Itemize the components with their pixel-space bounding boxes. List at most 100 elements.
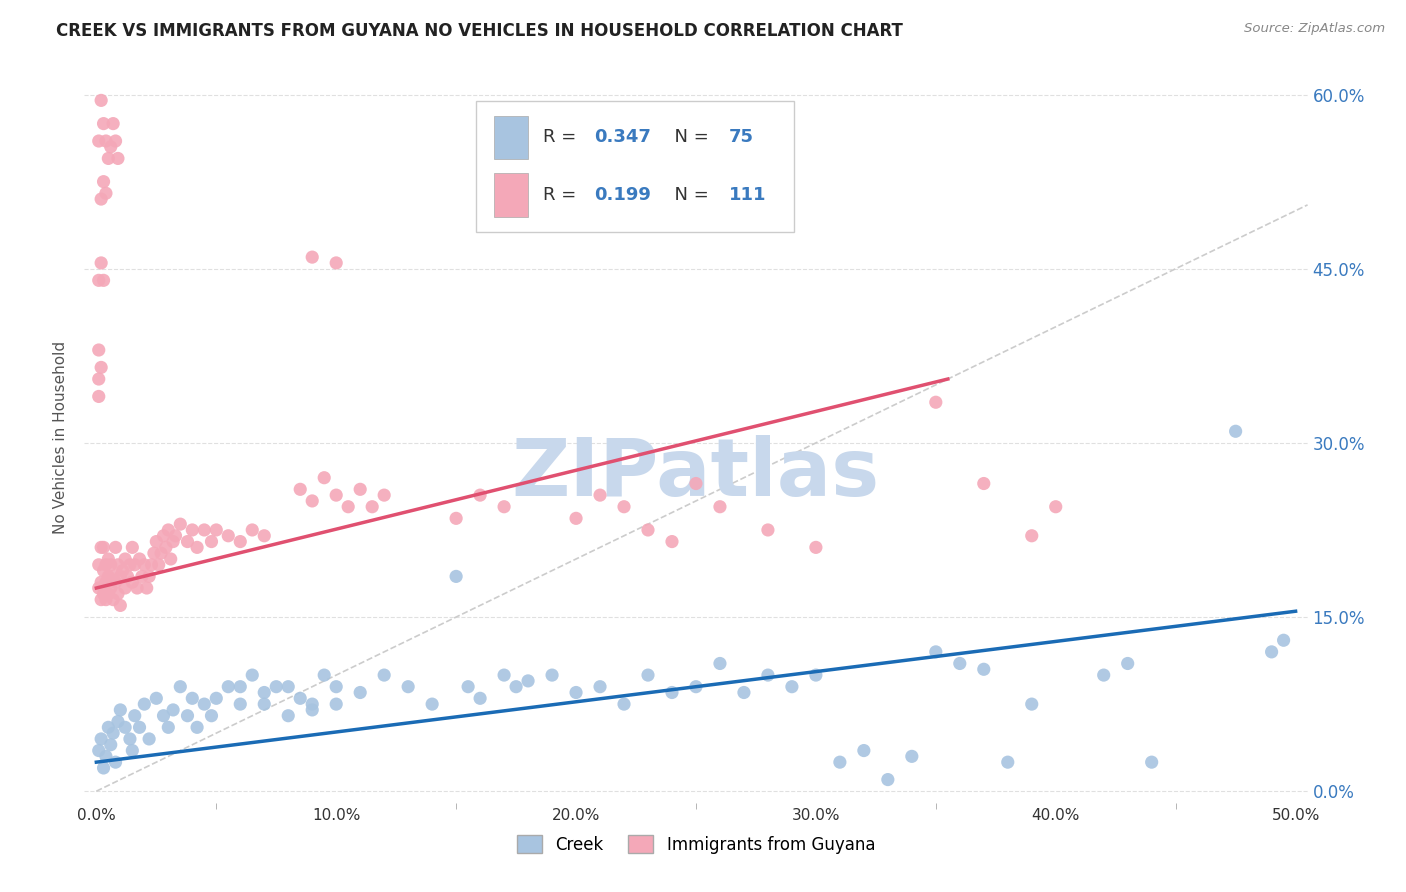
Point <box>114 552 136 566</box>
Point <box>134 697 156 711</box>
Point <box>925 395 948 409</box>
Point <box>193 523 215 537</box>
Point <box>145 534 167 549</box>
Point <box>90 192 112 206</box>
FancyBboxPatch shape <box>494 173 529 218</box>
Point <box>325 488 347 502</box>
Point <box>1021 529 1043 543</box>
Point <box>444 511 467 525</box>
Point <box>217 680 239 694</box>
Text: 0.347: 0.347 <box>595 128 651 146</box>
Point <box>121 575 143 590</box>
Point <box>117 569 139 583</box>
Point <box>121 743 143 757</box>
Point <box>101 592 124 607</box>
FancyBboxPatch shape <box>494 116 529 160</box>
Point <box>93 175 115 189</box>
Point <box>162 703 184 717</box>
Point <box>87 581 110 595</box>
Point <box>733 685 755 699</box>
Point <box>142 546 165 560</box>
Point <box>110 569 132 583</box>
Point <box>637 668 659 682</box>
Point <box>90 256 112 270</box>
Point <box>150 546 173 560</box>
Point <box>90 592 112 607</box>
Point <box>325 680 347 694</box>
Point <box>517 673 540 688</box>
Point <box>138 569 160 583</box>
Point <box>87 743 110 757</box>
Point <box>104 134 127 148</box>
Point <box>93 541 115 555</box>
Point <box>101 569 124 583</box>
Point <box>949 657 972 671</box>
Point <box>205 523 228 537</box>
Point <box>457 680 479 694</box>
Point <box>100 558 122 572</box>
Point <box>138 731 160 746</box>
Point <box>157 720 180 734</box>
Point <box>373 488 395 502</box>
Text: 75: 75 <box>728 128 754 146</box>
Point <box>852 743 875 757</box>
Point <box>290 691 312 706</box>
Point <box>709 500 731 514</box>
Point <box>661 685 683 699</box>
Point <box>93 117 115 131</box>
Point <box>87 273 110 287</box>
Point <box>145 691 167 706</box>
Point <box>110 703 132 717</box>
Point <box>107 152 129 166</box>
Point <box>110 599 132 613</box>
Point <box>104 541 127 555</box>
Point <box>94 749 117 764</box>
Point <box>1116 657 1139 671</box>
Text: 0.199: 0.199 <box>595 186 651 204</box>
Point <box>181 523 204 537</box>
Point <box>1272 633 1295 648</box>
Point <box>709 657 731 671</box>
Point <box>229 680 252 694</box>
Point <box>118 558 141 572</box>
Point <box>314 668 336 682</box>
Text: N =: N = <box>664 186 714 204</box>
Point <box>277 708 299 723</box>
Point <box>290 483 312 497</box>
Point <box>159 552 181 566</box>
Point <box>253 697 276 711</box>
Point <box>200 708 222 723</box>
Point <box>301 494 323 508</box>
Point <box>100 581 122 595</box>
Point <box>100 140 122 154</box>
Point <box>804 541 827 555</box>
Point <box>505 680 527 694</box>
Point <box>301 697 323 711</box>
Point <box>90 575 112 590</box>
Point <box>494 500 516 514</box>
Point <box>114 720 136 734</box>
Point <box>468 488 491 502</box>
Point <box>901 749 924 764</box>
Point <box>90 541 112 555</box>
Point <box>756 668 779 682</box>
Y-axis label: No Vehicles in Household: No Vehicles in Household <box>53 341 69 533</box>
Point <box>565 511 588 525</box>
Point <box>94 186 117 201</box>
Point <box>589 488 612 502</box>
Point <box>193 697 215 711</box>
Point <box>128 720 150 734</box>
Point <box>101 726 124 740</box>
Point <box>94 592 117 607</box>
Point <box>131 569 153 583</box>
Point <box>325 697 347 711</box>
Point <box>97 569 120 583</box>
Point <box>997 755 1019 769</box>
Point <box>217 529 239 543</box>
Point <box>1260 645 1282 659</box>
Point <box>565 685 588 699</box>
Point <box>1225 424 1247 438</box>
Point <box>97 552 120 566</box>
Point <box>925 645 948 659</box>
Point <box>373 668 395 682</box>
